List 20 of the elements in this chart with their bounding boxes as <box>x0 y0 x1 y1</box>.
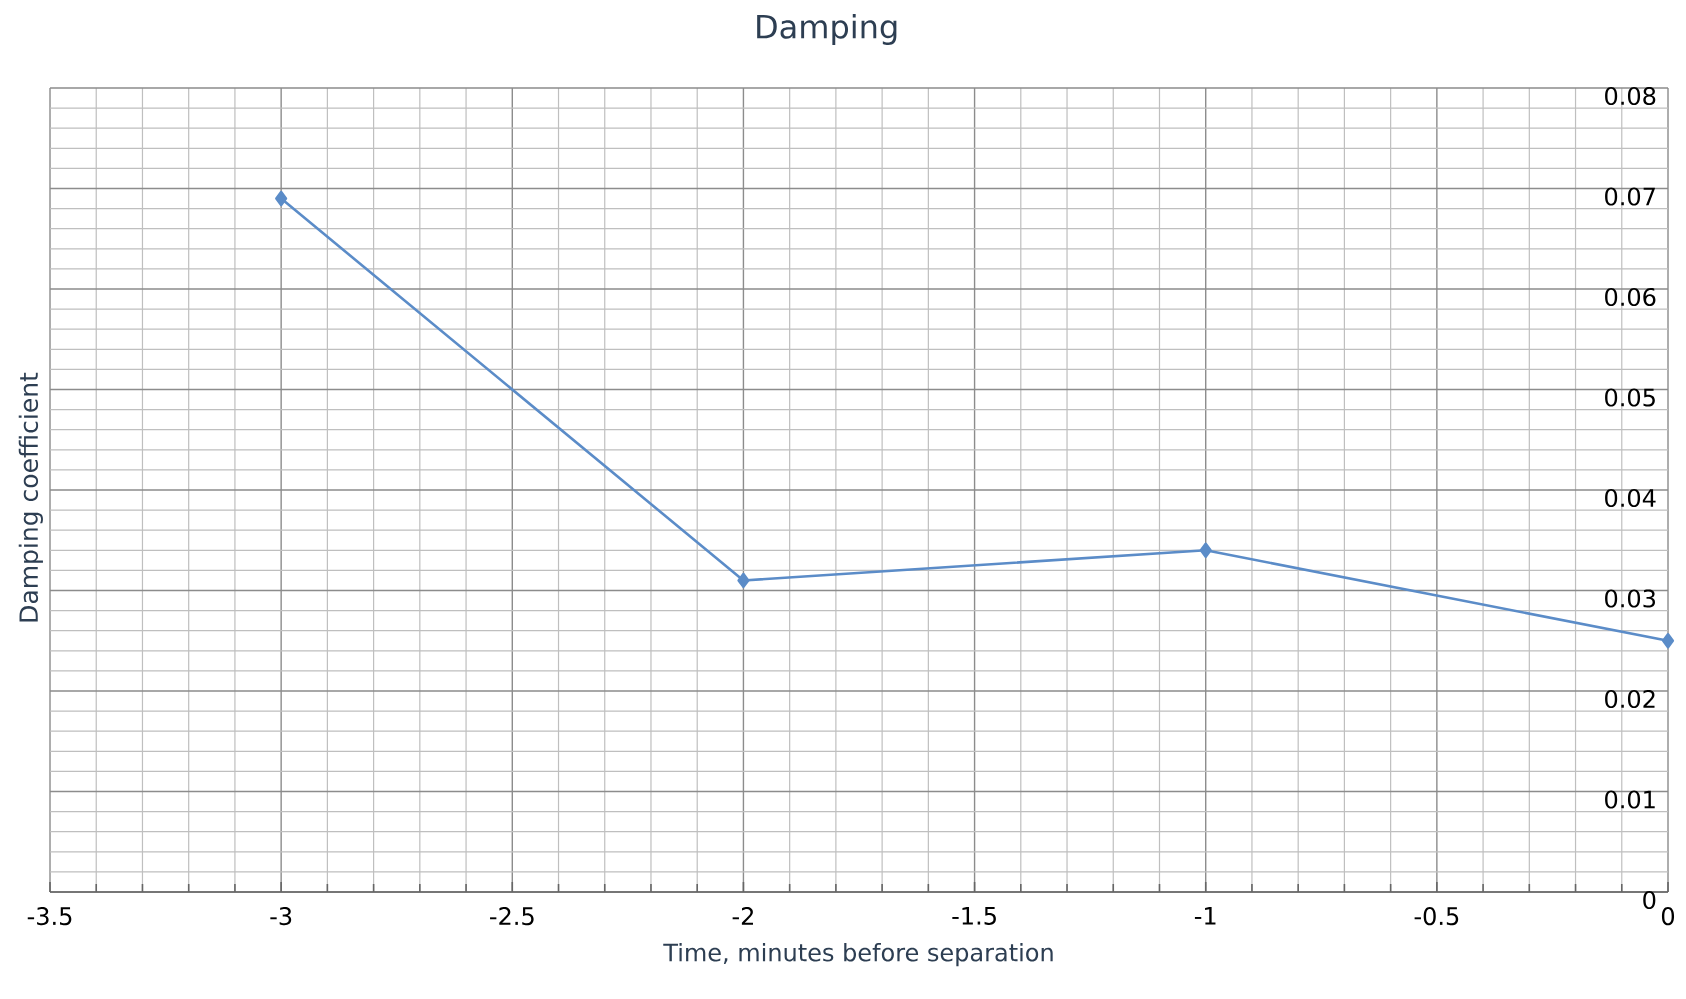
y-tick-label: 0 <box>1643 890 1656 910</box>
y-tick-label: 0.06 <box>1605 287 1656 307</box>
y-tick-label: 0.03 <box>1605 589 1655 608</box>
x-tick-label: -3 <box>270 907 292 926</box>
x-tick-label: 0 <box>1661 907 1675 926</box>
x-tick-label: -1 <box>1194 907 1216 925</box>
y-tick-label: 0.02 <box>1605 689 1655 709</box>
x-axis-title: Time, minutes before separation <box>663 942 1053 967</box>
y-tick-label: 0.08 <box>1605 86 1656 106</box>
x-tick-label: -2 <box>732 907 753 925</box>
y-axis-title: Damping coefficient <box>18 372 43 622</box>
chart-title: Damping <box>757 13 897 45</box>
y-tick-label: 0.05 <box>1605 388 1655 407</box>
x-tick-label: -0.5 <box>1414 907 1459 926</box>
x-tick-label: -1.5 <box>952 907 996 925</box>
y-tick-label: 0.07 <box>1605 187 1655 206</box>
y-tick-label: 0.01 <box>1605 790 1655 809</box>
x-tick-label: -2.5 <box>490 907 534 926</box>
y-tick-label: 0.04 <box>1605 488 1656 508</box>
x-tick-label: -3.5 <box>27 907 72 926</box>
